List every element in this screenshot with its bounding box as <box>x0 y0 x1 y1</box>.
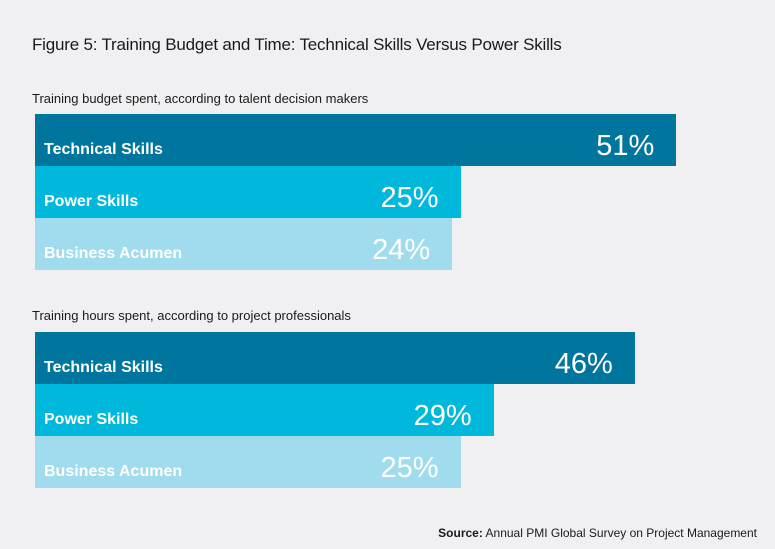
group-1-subtitle: Training budget spent, according to tale… <box>32 91 369 106</box>
bar-category-label: Power Skills <box>44 193 139 210</box>
bar-value-label: 25% <box>380 452 439 484</box>
bar-category-label: Business Acumen <box>44 463 183 480</box>
bar-category-label: Technical Skills <box>44 141 163 158</box>
bar-category-label: Business Acumen <box>44 245 183 262</box>
bar-power-skills: Power Skills 29% <box>35 384 494 436</box>
bar-value-label: 46% <box>554 348 613 380</box>
source-note: Source: Annual PMI Global Survey on Proj… <box>438 526 757 540</box>
source-label: Source: <box>438 526 483 540</box>
chart-title: Figure 5: Training Budget and Time: Tech… <box>32 35 562 54</box>
bar-power-skills: Power Skills 25% <box>35 166 461 218</box>
bar-technical-skills: Technical Skills 51% <box>35 114 677 166</box>
bar-value-label: 51% <box>596 130 655 162</box>
bar-value-label: 24% <box>372 234 431 266</box>
bar-value-label: 29% <box>413 400 472 432</box>
group-2-subtitle: Training hours spent, according to proje… <box>32 308 351 323</box>
source-text: Annual PMI Global Survey on Project Mana… <box>485 526 757 540</box>
bar-category-label: Power Skills <box>44 411 139 428</box>
bar-business-acumen: Business Acumen 24% <box>35 218 453 270</box>
bar-business-acumen: Business Acumen 25% <box>35 436 461 488</box>
bar-technical-skills: Technical Skills 46% <box>35 332 635 384</box>
bar-value-label: 25% <box>380 182 439 214</box>
bar-category-label: Technical Skills <box>44 359 163 376</box>
